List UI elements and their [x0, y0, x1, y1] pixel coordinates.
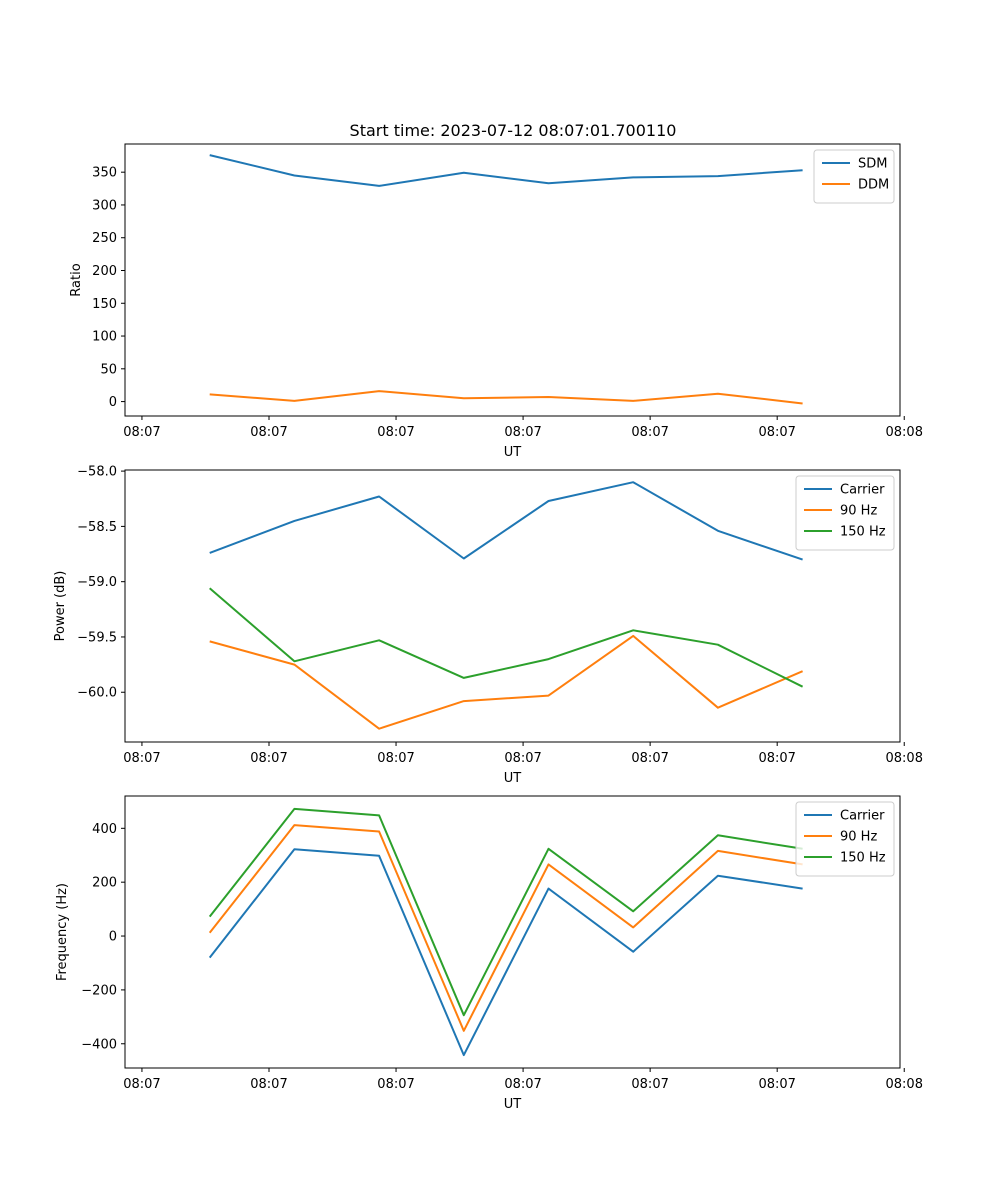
legend-entry: Carrier: [840, 483, 885, 498]
y-tick-label: −200: [81, 983, 117, 998]
legend-entry: 90 Hz: [840, 830, 877, 845]
y-tick-label: 200: [92, 264, 117, 279]
x-axis-label: UT: [504, 771, 522, 786]
panels: 0 50 100 150 200 250 300 350 08:07 08:07 08:07 08:0…: [53, 143, 923, 1112]
x-tick-label: 08:07: [377, 1077, 414, 1092]
x-axis-label: UT: [504, 445, 522, 460]
x-tick-label: 08:07: [504, 425, 541, 440]
y-tick-label: 0: [109, 930, 117, 945]
series-line-sdm: [209, 154, 803, 187]
x-tick-label: 08:07: [758, 1077, 795, 1092]
figure-title: Start time: 2023-07-12 08:07:01.700110: [350, 121, 677, 140]
legend-entry: 150 Hz: [840, 851, 886, 866]
x-tick-label: 08:08: [886, 425, 923, 440]
plot-area: [124, 143, 901, 417]
series-line-carrier: [208, 848, 803, 1057]
x-tick-label: 08:07: [758, 425, 795, 440]
x-tick-label: 08:07: [123, 751, 160, 766]
series-line-carrier: [209, 481, 803, 561]
y-tick-label: 250: [92, 231, 117, 246]
legend: Carrier 90 Hz 150 Hz: [795, 801, 895, 877]
y-axis-label: Power (dB): [53, 571, 68, 642]
series-line-ddm: [209, 390, 803, 405]
y-tick-label: 150: [92, 297, 117, 312]
x-tick-label: 08:07: [377, 425, 414, 440]
series-line-90-hz: [208, 824, 803, 1032]
y-tick-label: −59.0: [77, 575, 117, 590]
plot-area: [124, 795, 901, 1069]
x-tick-label: 08:07: [631, 751, 668, 766]
x-tick-label: 08:07: [123, 1077, 160, 1092]
x-tick-label: 08:07: [123, 425, 160, 440]
x-tick-label: 08:07: [631, 425, 668, 440]
series-line-150-hz: [209, 587, 804, 688]
plot-area: [124, 469, 901, 743]
series-line-90-hz: [209, 634, 803, 730]
chart-panel-1: 0 50 100 150 200 250 300 350 08:07 08:07 08:07 08:0…: [69, 143, 923, 460]
y-tick-label: 350: [92, 166, 117, 181]
x-tick-label: 08:07: [504, 751, 541, 766]
x-tick-label: 08:08: [886, 751, 923, 766]
x-axis-label: UT: [504, 1097, 522, 1112]
legend: Carrier 90 Hz 150 Hz: [795, 475, 895, 551]
y-tick-label: 0: [109, 395, 117, 410]
y-tick-label: −59.5: [77, 630, 117, 645]
legend-entry: SDM: [858, 157, 887, 172]
series-line-150-hz: [208, 807, 803, 1017]
x-tick-label: 08:07: [631, 1077, 668, 1092]
x-tick-label: 08:07: [377, 751, 414, 766]
chart-panel-3: −400 −200 0 200 400 08:07 08:07 08:07 08:07 08:07…: [55, 795, 923, 1112]
legend-entry: Carrier: [840, 809, 885, 824]
y-tick-label: 400: [92, 822, 117, 837]
x-tick-label: 08:07: [758, 751, 795, 766]
legend: SDM DDM: [813, 149, 895, 204]
y-tick-label: 300: [92, 198, 117, 213]
x-tick-label: 08:07: [250, 1077, 287, 1092]
chart-panel-2: −60.0 −59.5 −59.0 −58.5 −58.0 08:07 08:07 08:07…: [53, 465, 923, 786]
y-tick-label: 50: [100, 362, 117, 377]
y-axis-label: Ratio: [69, 263, 84, 296]
x-tick-label: 08:07: [250, 425, 287, 440]
y-tick-label: −400: [81, 1037, 117, 1052]
y-axis-label: Frequency (Hz): [55, 883, 70, 981]
y-tick-label: −58.0: [77, 465, 117, 480]
y-tick-label: −58.5: [77, 520, 117, 535]
legend-entry: 150 Hz: [840, 525, 886, 540]
x-tick-label: 08:07: [250, 751, 287, 766]
y-tick-label: 200: [92, 876, 117, 891]
x-tick-label: 08:07: [504, 1077, 541, 1092]
legend-entry: DDM: [858, 178, 889, 193]
x-tick-label: 08:08: [886, 1077, 923, 1092]
y-tick-label: 100: [92, 330, 117, 345]
y-tick-label: −60.0: [77, 686, 117, 701]
legend-entry: 90 Hz: [840, 504, 877, 519]
